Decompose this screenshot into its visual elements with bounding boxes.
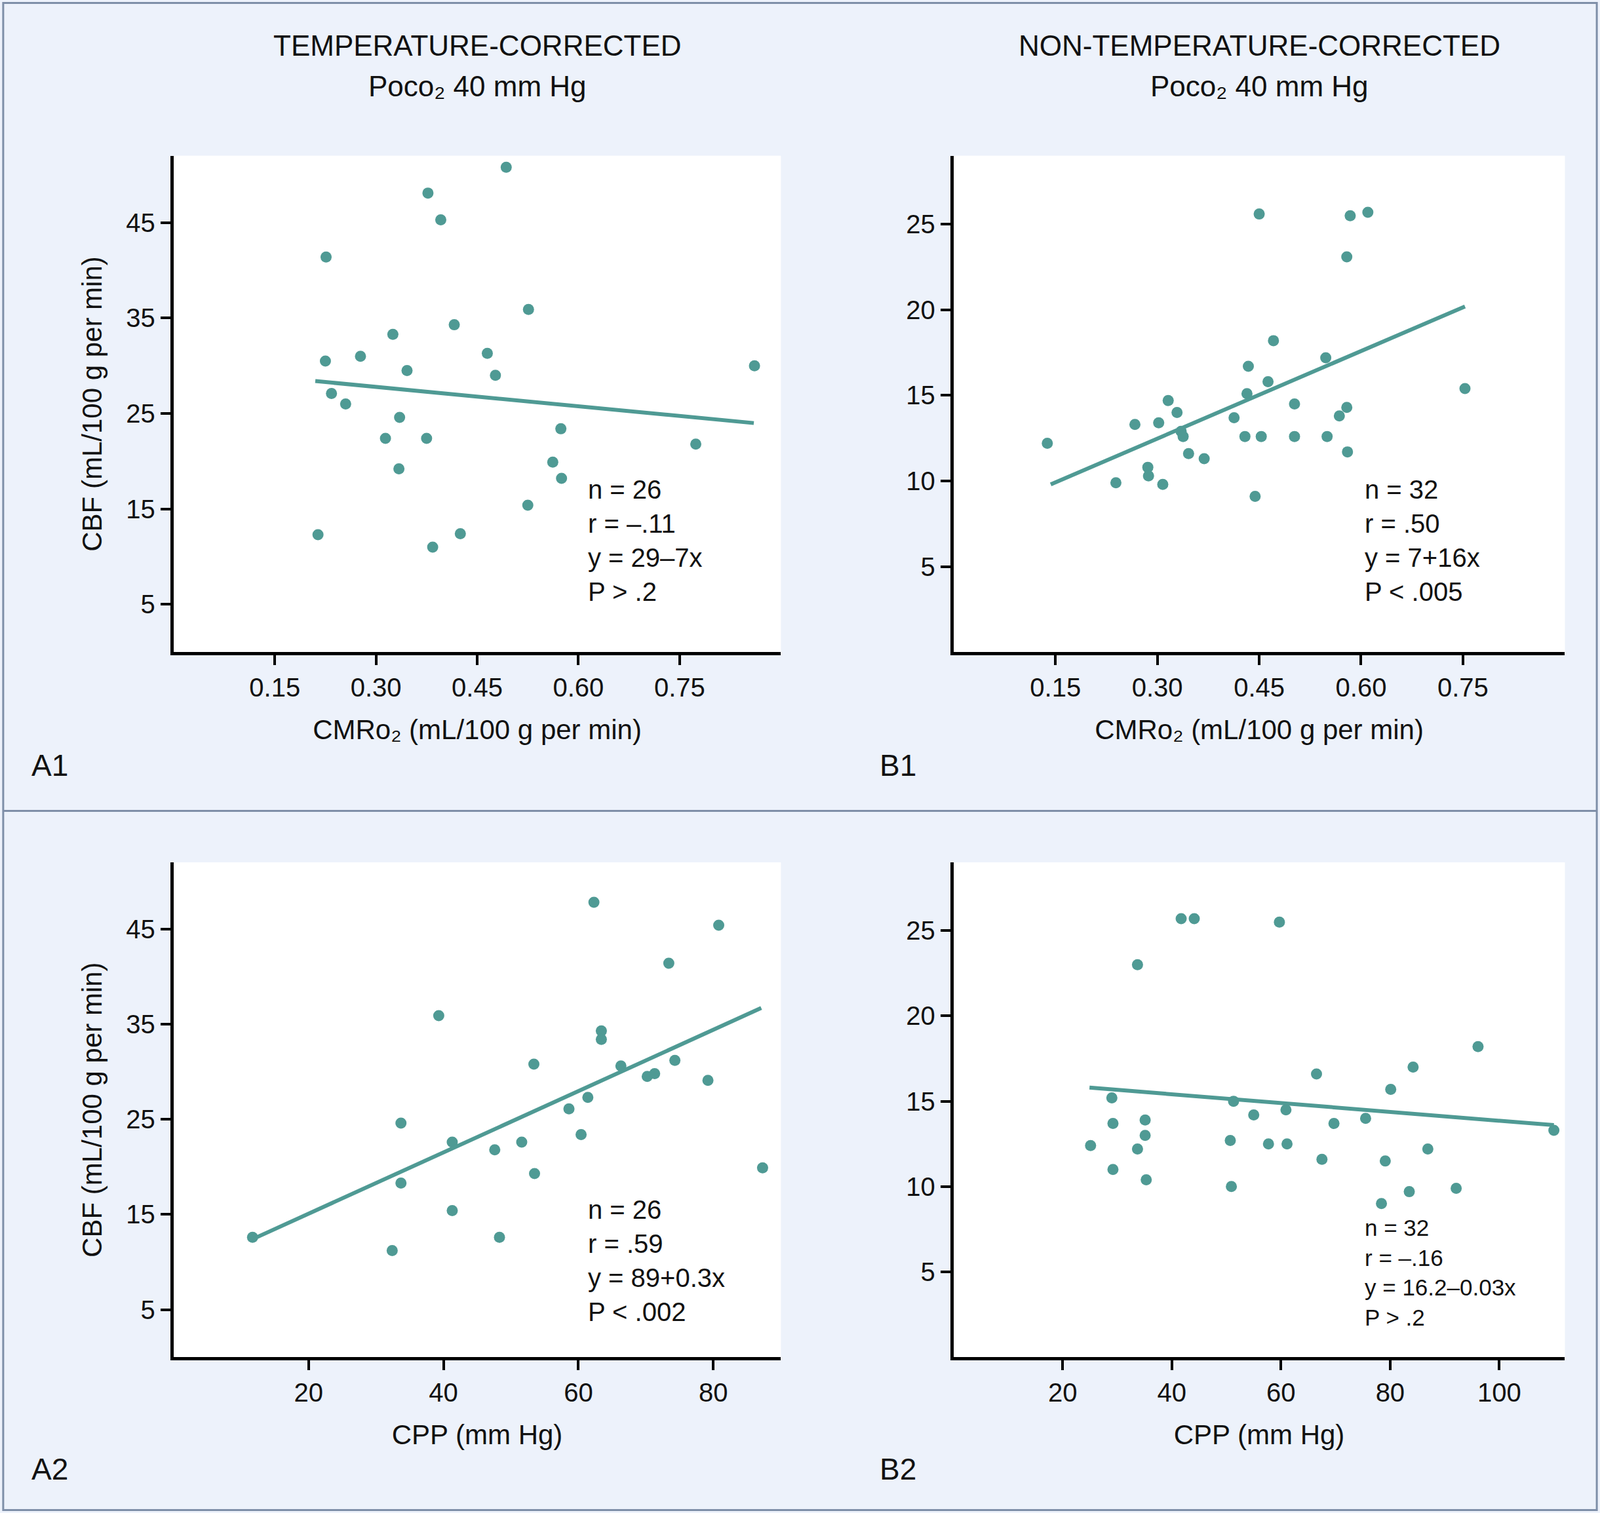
svg-text:5: 5 [140, 1295, 156, 1325]
svg-text:20: 20 [293, 1378, 324, 1408]
svg-text:15: 15 [905, 1087, 936, 1117]
svg-text:5: 5 [920, 552, 936, 582]
svg-text:A2: A2 [31, 1452, 69, 1487]
svg-text:n = 32r = .50y = 7+16xP < .005: n = 32r = .50y = 7+16xP < .005 [1364, 475, 1481, 607]
svg-text:20: 20 [1048, 1378, 1078, 1408]
svg-text:NON-TEMPERATURE-CORRECTED: NON-TEMPERATURE-CORRECTED [1018, 29, 1501, 62]
svg-text:100: 100 [1477, 1378, 1522, 1408]
svg-text:15: 15 [125, 494, 156, 524]
svg-text:60: 60 [1266, 1378, 1296, 1408]
svg-text:CBF (mL/100 g per min): CBF (mL/100 g per min) [76, 256, 108, 552]
svg-text:15: 15 [905, 380, 936, 410]
svg-text:n = 26r = .59y = 89+0.3xP < .0: n = 26r = .59y = 89+0.3xP < .002 [587, 1195, 725, 1327]
svg-text:0.45: 0.45 [451, 673, 503, 703]
svg-text:5: 5 [920, 1257, 936, 1287]
svg-text:n = 32r = –.16y = 16.2–0.03xP: n = 32r = –.16y = 16.2–0.03xP > .2 [1364, 1215, 1517, 1331]
svg-text:0.60: 0.60 [552, 673, 604, 703]
svg-text:40: 40 [428, 1378, 459, 1408]
svg-text:CMRo₂ (mL/100 g per min): CMRo₂ (mL/100 g per min) [1094, 714, 1424, 746]
svg-text:15: 15 [125, 1200, 156, 1230]
svg-text:CMRo₂ (mL/100 g per min): CMRo₂ (mL/100 g per min) [312, 714, 642, 746]
svg-text:45: 45 [125, 915, 156, 944]
svg-text:25: 25 [125, 1105, 156, 1134]
svg-text:40: 40 [1157, 1378, 1188, 1408]
svg-text:20: 20 [905, 1001, 936, 1031]
svg-text:25: 25 [905, 916, 936, 946]
svg-text:0.75: 0.75 [1437, 673, 1489, 703]
svg-text:45: 45 [125, 208, 156, 238]
svg-text:CPP (mm Hg): CPP (mm Hg) [1173, 1419, 1346, 1451]
svg-text:80: 80 [1375, 1378, 1406, 1408]
svg-text:0.75: 0.75 [654, 673, 706, 703]
svg-text:Poco₂ 40 mm Hg: Poco₂ 40 mm Hg [368, 70, 587, 103]
svg-text:25: 25 [125, 399, 156, 429]
svg-text:0.30: 0.30 [1131, 673, 1184, 703]
svg-text:35: 35 [125, 1010, 156, 1039]
svg-text:5: 5 [140, 589, 156, 619]
svg-text:B1: B1 [879, 748, 917, 783]
svg-text:60: 60 [563, 1378, 594, 1408]
svg-text:CPP (mm Hg): CPP (mm Hg) [391, 1419, 564, 1451]
svg-text:35: 35 [125, 303, 156, 333]
svg-text:0.15: 0.15 [249, 673, 301, 703]
svg-text:0.45: 0.45 [1233, 673, 1285, 703]
svg-text:0.15: 0.15 [1029, 673, 1081, 703]
svg-text:20: 20 [905, 295, 936, 325]
svg-text:10: 10 [905, 1172, 936, 1202]
svg-text:Poco₂ 40 mm Hg: Poco₂ 40 mm Hg [1150, 70, 1369, 103]
svg-text:B2: B2 [879, 1452, 917, 1487]
svg-text:0.60: 0.60 [1335, 673, 1387, 703]
svg-text:0.30: 0.30 [350, 673, 402, 703]
svg-text:n = 26r = –.11y = 29–7xP > .2: n = 26r = –.11y = 29–7xP > .2 [587, 475, 703, 607]
svg-text:10: 10 [905, 466, 936, 496]
svg-text:25: 25 [905, 209, 936, 239]
svg-text:80: 80 [698, 1378, 729, 1408]
svg-text:CBF (mL/100 g per min): CBF (mL/100 g per min) [76, 962, 108, 1258]
svg-text:A1: A1 [31, 748, 69, 783]
svg-text:TEMPERATURE-CORRECTED: TEMPERATURE-CORRECTED [273, 29, 682, 62]
